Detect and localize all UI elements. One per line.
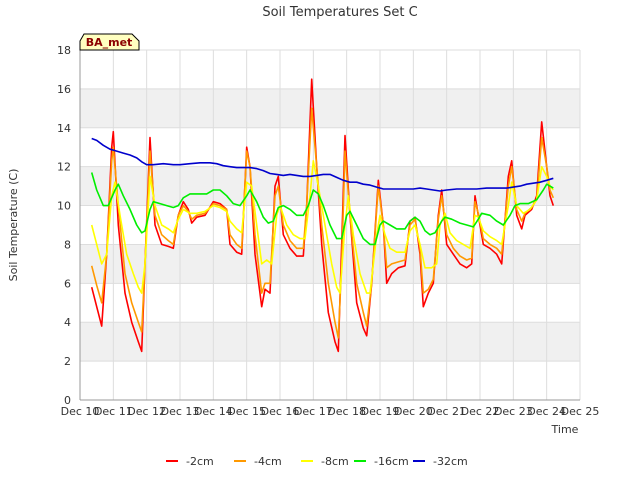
x-tick-label: Dec 17 [294,405,333,418]
x-tick-label: Dec 13 [161,405,200,418]
legend-label: -2cm [186,455,214,468]
series-line-16cm [90,172,554,246]
x-tick-label: Dec 16 [261,405,300,418]
x-tick-label: Dec 10 [61,405,100,418]
x-tick-label: Dec 25 [561,405,600,418]
y-tick-label: 18 [57,44,71,57]
y-tick-label: 10 [57,200,71,213]
y-tick-label: 16 [57,83,71,96]
plot-band [80,166,580,206]
y-tick-label: 0 [64,394,71,407]
plot-band [80,322,580,362]
legend-label: -16cm [374,455,409,468]
legend-label: -32cm [433,455,468,468]
y-tick-label: 6 [64,277,71,290]
plot-band [80,361,580,400]
y-tick-label: 8 [64,238,71,251]
series-line-8cm [90,160,554,294]
x-axis-label: Time [551,423,579,436]
x-tick-label: Dec 18 [327,405,366,418]
chart-title: Soil Temperatures Set C [262,5,417,20]
plot-band [80,50,580,89]
series-line-32cm [91,137,554,192]
x-tick-label: Dec 19 [361,405,400,418]
x-tick-label: Dec 20 [394,405,433,418]
x-tick-label: Dec 14 [194,405,233,418]
x-tick-label: Dec 23 [494,405,533,418]
y-tick-label: 12 [57,161,71,174]
y-axis-label: Soil Temperature (C) [7,169,20,282]
data-series [90,78,555,353]
y-tick-label: 14 [57,122,71,135]
legend-label: -8cm [321,455,349,468]
legend-label: -4cm [254,455,282,468]
site-badge-label: BA_met [86,36,133,49]
x-tick-label: Dec 12 [127,405,166,418]
y-tick-label: 2 [64,355,71,368]
plot-band [80,127,580,167]
x-tick-label: Dec 22 [461,405,500,418]
x-tick-label: Dec 15 [227,405,266,418]
x-tick-label: Dec 11 [94,405,133,418]
plot-band [80,88,580,128]
legend: -2cm -4cm -8cm -16cm -32cm [166,455,468,468]
x-tick-label: Dec 21 [427,405,466,418]
series-line-4cm [90,107,555,339]
y-tick-label: 4 [64,316,71,329]
site-badge: BA_met [79,33,140,51]
x-tick-label: Dec 24 [527,405,566,418]
